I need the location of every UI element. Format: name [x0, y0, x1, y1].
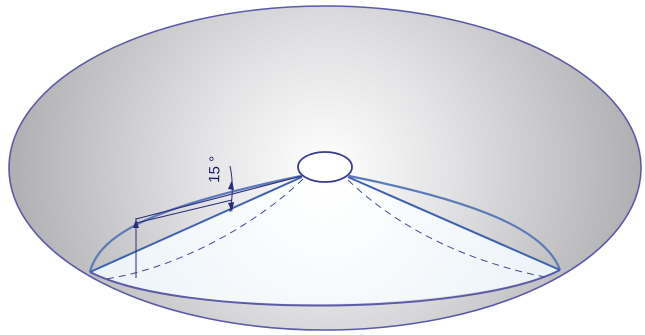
cone-rim-left	[88, 174, 302, 273]
arrowhead-upper	[228, 180, 234, 190]
hidden-line-right	[347, 179, 546, 278]
cone-bottom-rim	[89, 269, 561, 307]
arrowhead-left-upper	[133, 219, 139, 228]
arrowhead-lower	[228, 202, 234, 212]
cone-generator-right	[347, 176, 561, 271]
cone-surface	[90, 178, 560, 305]
dimension-line-lower	[135, 199, 233, 224]
hidden-line-left	[104, 178, 304, 280]
apex-ellipse	[297, 151, 353, 183]
cone-rim-right	[348, 174, 562, 271]
angle-label: 15 °	[206, 156, 224, 183]
cone-generator-left	[89, 176, 303, 273]
dimension-line-upper	[135, 175, 303, 220]
